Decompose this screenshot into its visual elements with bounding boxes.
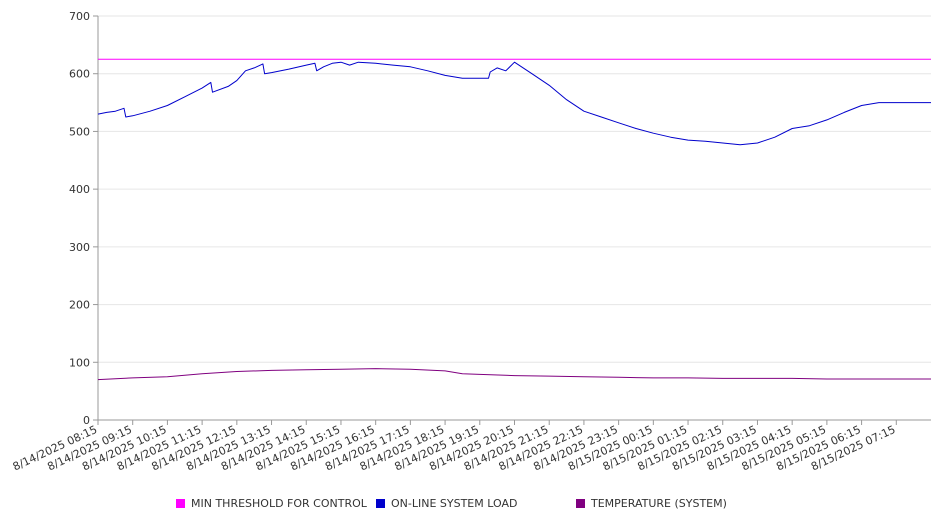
x-axis-tick-labels: 8/14/2025 08:158/14/2025 09:158/14/2025 …: [11, 423, 898, 473]
y-axis-tick-labels: 0 100 200 300 400 500 600 700: [69, 10, 90, 427]
legend-swatch: [376, 499, 385, 508]
legend-item-min-threshold: MIN THRESHOLD FOR CONTROL: [176, 497, 367, 510]
series-line-on-line-system-load: [97, 61, 931, 146]
y-tick-label: 700: [69, 10, 90, 23]
y-tick-label: 0: [83, 414, 90, 427]
series-lines: [97, 58, 931, 381]
y-tick-label: 300: [69, 241, 90, 254]
series-line-temperature-system: [97, 368, 931, 381]
y-tick-label: 400: [69, 183, 90, 196]
legend-label: TEMPERATURE (SYSTEM): [591, 497, 727, 510]
legend-label: ON-LINE SYSTEM LOAD: [391, 497, 518, 510]
axes: [93, 15, 931, 425]
gridlines: [98, 15, 931, 363]
y-tick-label: 200: [69, 299, 90, 312]
legend-swatch: [576, 499, 585, 508]
legend-item-temperature: TEMPERATURE (SYSTEM): [576, 497, 727, 510]
legend-label: MIN THRESHOLD FOR CONTROL: [191, 497, 367, 510]
legend-swatch: [176, 499, 185, 508]
legend-item-system-load: ON-LINE SYSTEM LOAD: [376, 497, 517, 510]
y-tick-label: 600: [69, 68, 90, 81]
legend: MIN THRESHOLD FOR CONTROL ON-LINE SYSTEM…: [0, 497, 946, 515]
y-tick-label: 100: [69, 356, 90, 369]
y-tick-label: 500: [69, 125, 90, 138]
